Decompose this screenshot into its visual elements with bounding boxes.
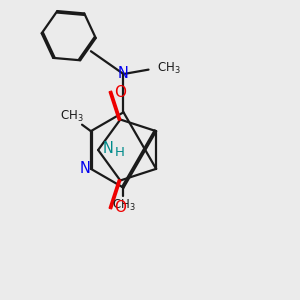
Text: N: N (118, 66, 129, 81)
Text: N: N (80, 161, 91, 176)
Text: O: O (115, 200, 127, 214)
Text: CH$_3$: CH$_3$ (60, 109, 84, 124)
Text: N: N (102, 141, 113, 156)
Text: H: H (114, 146, 124, 159)
Text: O: O (115, 85, 127, 100)
Text: CH$_3$: CH$_3$ (112, 198, 135, 214)
Text: CH$_3$: CH$_3$ (158, 61, 181, 76)
